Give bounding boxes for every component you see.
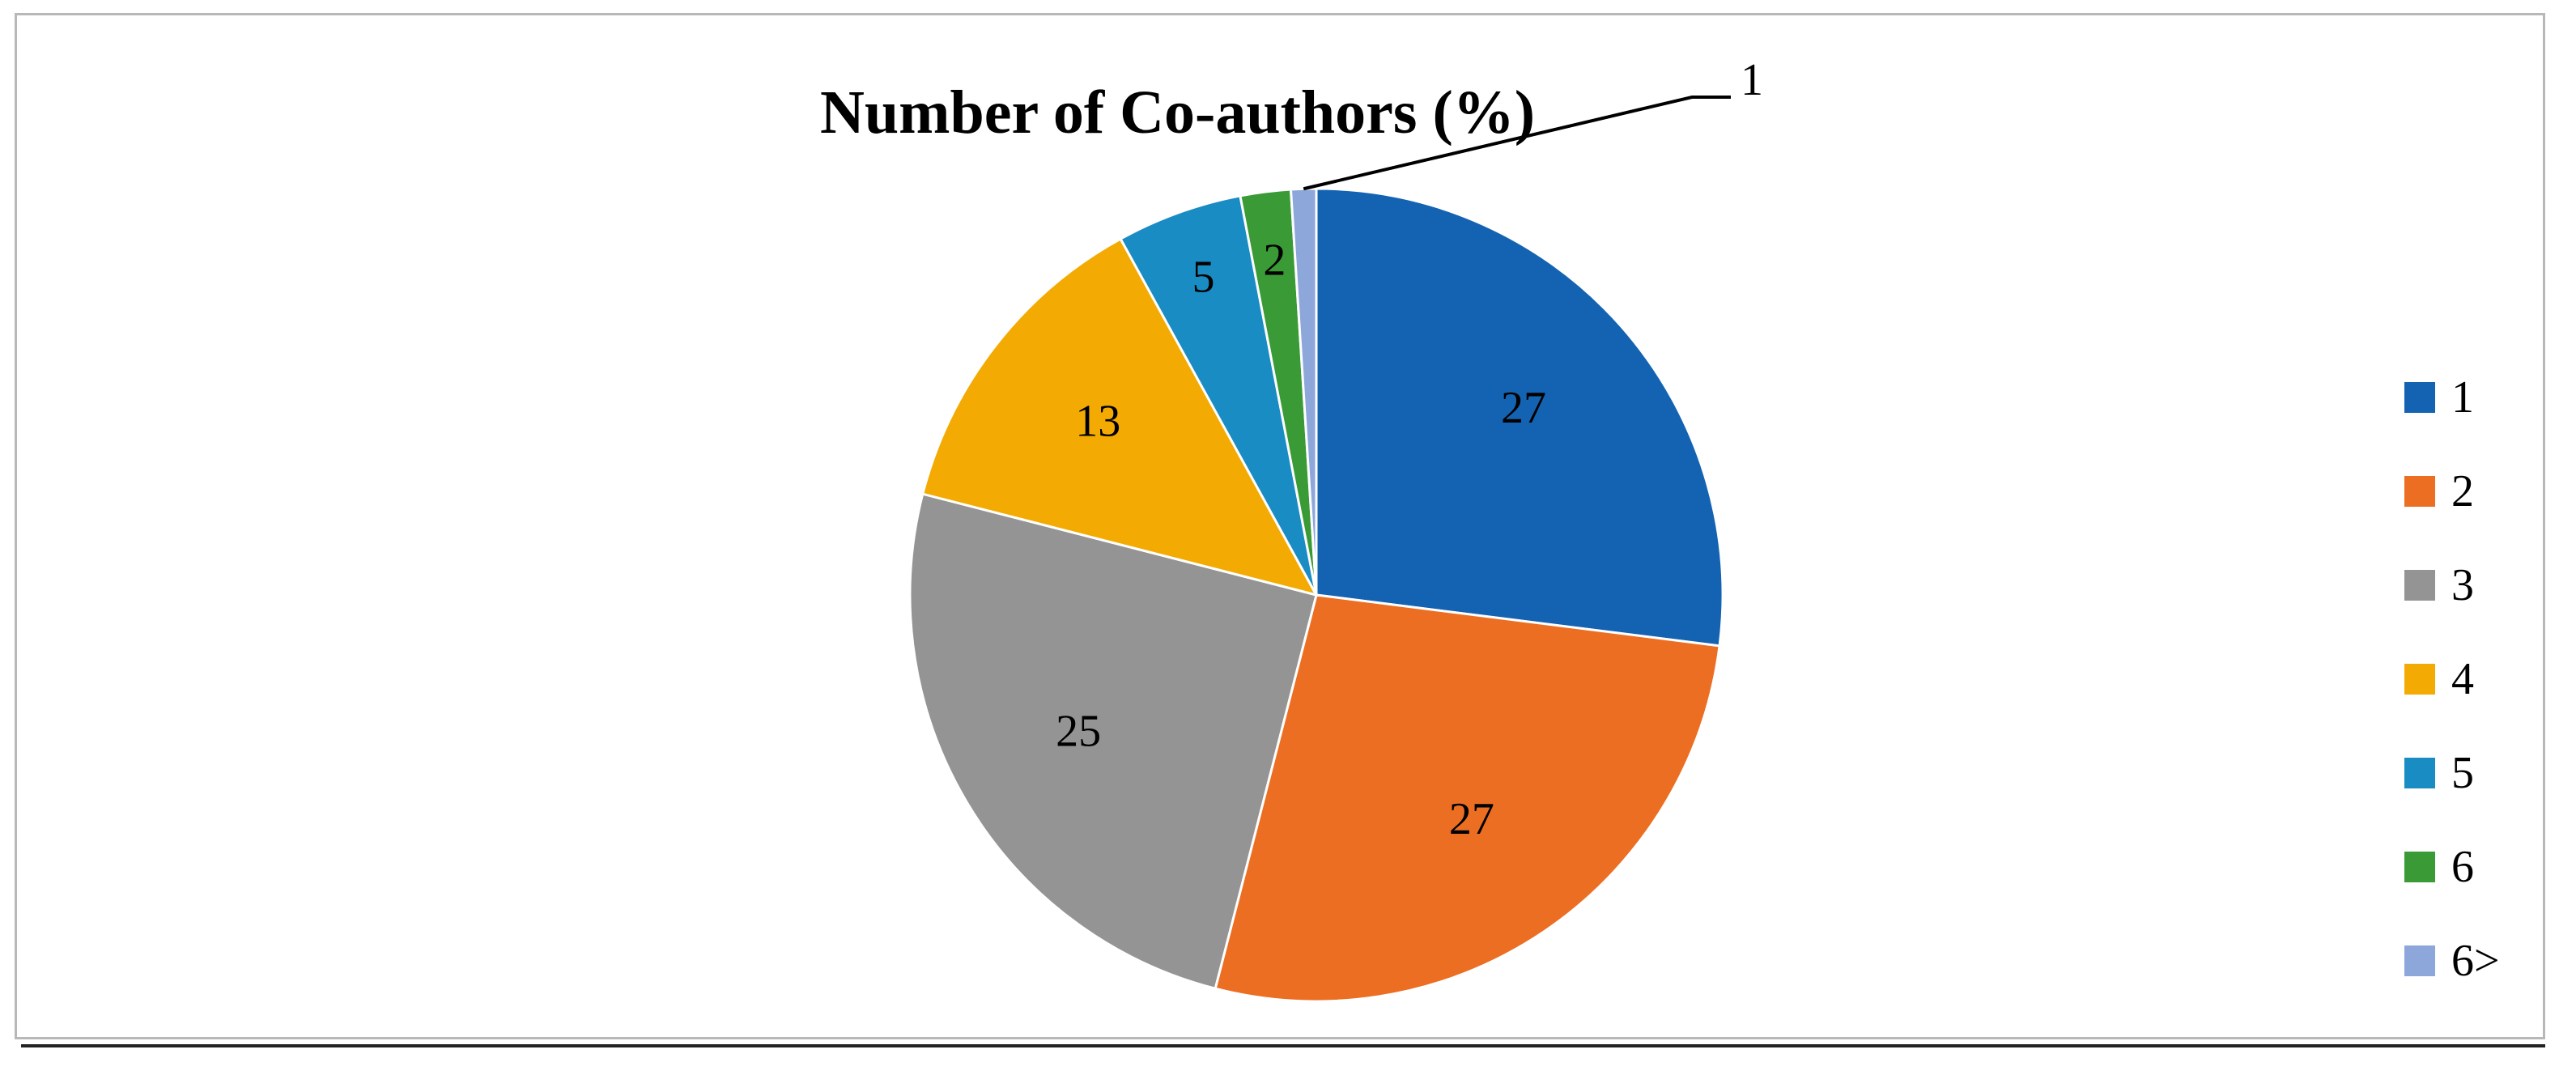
pie-slice-2 <box>1214 593 1721 1003</box>
legend-item: 4 <box>2404 632 2500 726</box>
legend-label: 6> <box>2451 936 2500 986</box>
legend-swatch <box>2404 945 2435 976</box>
legend-item: 5 <box>2404 726 2500 820</box>
legend-swatch <box>2404 758 2435 788</box>
legend-label: 6 <box>2451 842 2474 892</box>
legend-label: 4 <box>2451 654 2474 704</box>
data-label-4: 13 <box>1075 397 1120 447</box>
bottom-rule <box>21 1044 2545 1047</box>
legend-swatch <box>2404 382 2435 413</box>
legend-label: 3 <box>2451 560 2474 610</box>
legend-item: 1 <box>2404 351 2500 444</box>
legend-label: 5 <box>2451 748 2474 798</box>
legend-label: 2 <box>2451 466 2474 516</box>
pie-slices <box>908 187 1724 1003</box>
legend-item: 3 <box>2404 538 2500 632</box>
legend-label: 1 <box>2451 372 2474 423</box>
data-label-1: 27 <box>1501 383 1546 433</box>
pie-slice-4 <box>920 237 1319 597</box>
leader-line <box>1303 96 1731 191</box>
legend-swatch <box>2404 570 2435 601</box>
legend-item: 6 <box>2404 820 2500 914</box>
legend-swatch <box>2404 664 2435 695</box>
legend-item: 2 <box>2404 444 2500 538</box>
pie-slice-5 <box>1119 194 1318 596</box>
pie-data-labels: 27 27 25 13 5 2 1 <box>1056 55 1763 844</box>
pie-slice-3 <box>908 492 1318 991</box>
legend: 1 2 3 4 5 6 6> <box>2404 351 2500 1008</box>
data-label-2: 27 <box>1449 794 1494 844</box>
legend-swatch <box>2404 476 2435 507</box>
data-label-6plus: 1 <box>1741 55 1763 105</box>
data-label-3: 25 <box>1056 707 1101 757</box>
data-label-5: 5 <box>1192 253 1215 303</box>
data-label-6: 2 <box>1263 235 1286 285</box>
legend-item: 6> <box>2404 914 2500 1008</box>
legend-swatch <box>2404 852 2435 882</box>
pie-slice-1 <box>1315 187 1724 648</box>
